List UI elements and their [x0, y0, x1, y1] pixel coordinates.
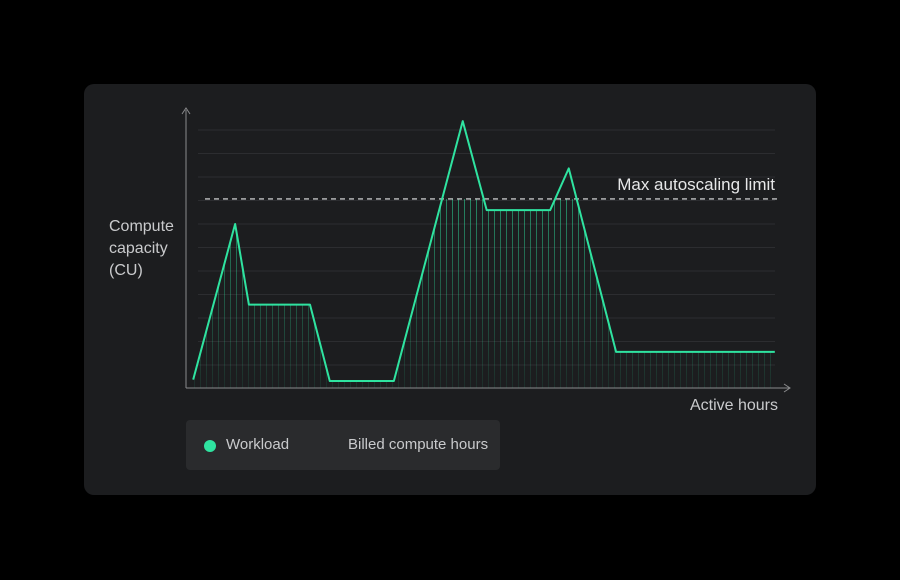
x-axis-label: Active hours — [689, 397, 778, 414]
limit-label: Max autoscaling limit — [617, 175, 775, 194]
x-arrow — [783, 383, 791, 393]
billed-area — [193, 198, 775, 388]
y-axis-label: Compute capacity (CU) — [109, 218, 174, 279]
legend-billed: Billed compute hours — [348, 436, 489, 453]
legend: Workload Billed compute hours — [186, 420, 500, 470]
legend-workload: Workload — [226, 436, 290, 453]
y-arrow — [181, 107, 191, 115]
workload-line — [192, 120, 775, 383]
legend-workload-swatch — [204, 440, 216, 452]
